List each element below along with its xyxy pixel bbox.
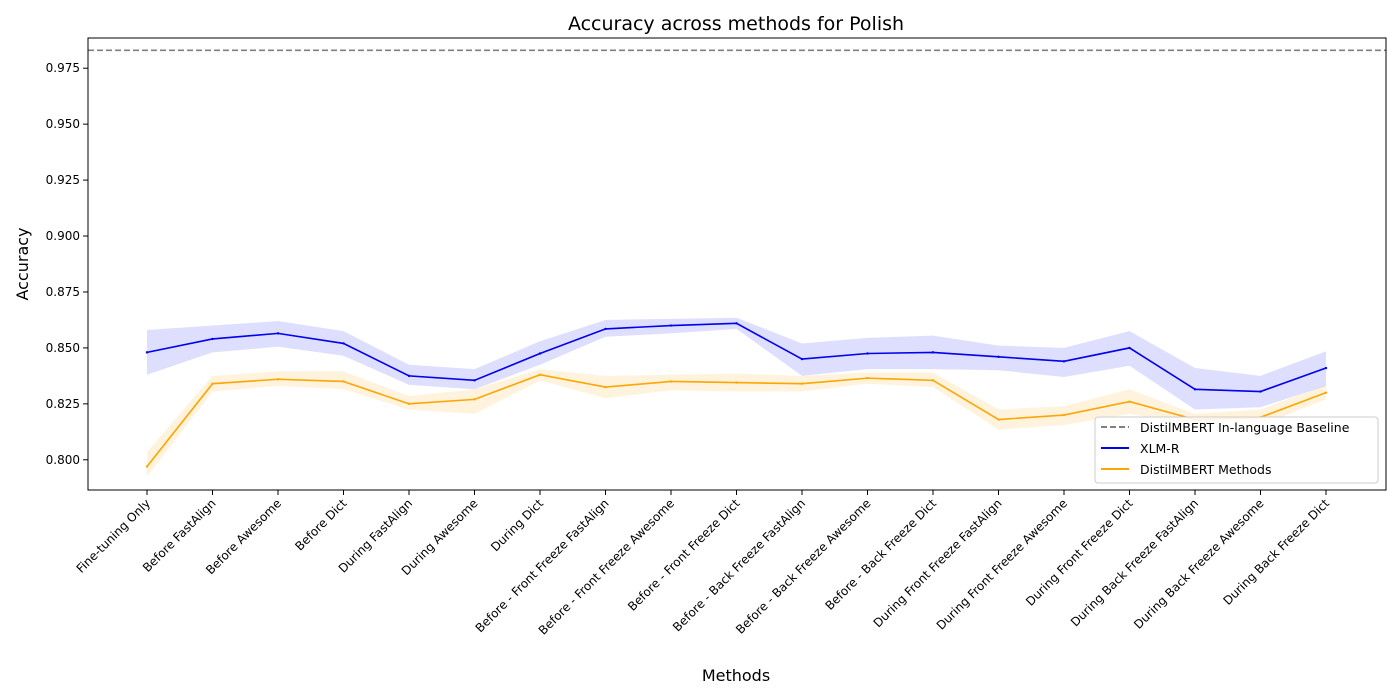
point-xlm-r: [997, 355, 1000, 359]
point-distilmbert-methods: [997, 418, 1000, 421]
y-axis-label: Accuracy: [13, 227, 32, 300]
point-distilmbert-methods: [1062, 413, 1066, 417]
point-distilmbert-methods: [145, 465, 149, 468]
point-xlm-r: [604, 327, 607, 331]
point-xlm-r: [800, 357, 804, 361]
y-tick-label: 0.900: [46, 229, 80, 243]
point-distilmbert-methods: [1128, 400, 1131, 403]
point-xlm-r: [866, 352, 869, 355]
point-distilmbert-methods: [211, 382, 214, 385]
point-distilmbert-methods: [931, 379, 935, 382]
point-distilmbert-methods: [342, 380, 345, 383]
band-xlm-r: [147, 317, 1326, 410]
y-tick-label: 0.925: [46, 173, 80, 187]
point-xlm-r: [669, 324, 673, 327]
point-xlm-r: [931, 351, 935, 354]
point-distilmbert-methods: [473, 398, 476, 401]
legend-box: [1094, 416, 1379, 484]
legend-label-baseline: DistilMBERT In-language Baseline: [1140, 420, 1350, 435]
y-tick-label: 0.850: [46, 341, 80, 355]
y-tick-label: 0.975: [46, 61, 80, 75]
plot-area: [88, 49, 1386, 477]
chart-title: Accuracy across methods for Polish: [568, 13, 904, 35]
y-tick-label: 0.800: [46, 453, 80, 467]
point-xlm-r: [1128, 346, 1131, 350]
y-tick-label: 0.950: [46, 117, 80, 131]
point-distilmbert-methods: [669, 380, 673, 383]
point-xlm-r: [407, 374, 411, 378]
point-distilmbert-methods: [538, 373, 542, 376]
y-tick-label: 0.875: [46, 285, 80, 299]
point-xlm-r: [735, 322, 738, 325]
legend-label-xlm-r: XLM-R: [1140, 441, 1180, 456]
y-tick-label: 0.825: [46, 397, 80, 411]
point-distilmbert-methods: [604, 385, 607, 389]
legend-label-distilmbert: DistilMBERT Methods: [1140, 462, 1272, 477]
point-distilmbert-methods: [800, 382, 804, 385]
point-distilmbert-methods: [1324, 391, 1328, 394]
point-xlm-r: [1324, 366, 1328, 370]
point-distilmbert-methods: [735, 381, 738, 384]
point-xlm-r: [538, 352, 542, 355]
point-xlm-r: [145, 351, 149, 354]
point-xlm-r: [342, 342, 345, 345]
point-distilmbert-methods: [866, 376, 869, 380]
y-axis: 0.800 0.825 0.850 0.875 0.900 0.925 0.950 0.975: [46, 61, 88, 467]
point-xlm-r: [276, 332, 280, 335]
point-xlm-r: [1259, 390, 1262, 393]
point-xlm-r: [473, 379, 476, 382]
point-xlm-r: [1062, 360, 1066, 363]
point-xlm-r: [211, 337, 214, 341]
point-distilmbert-methods: [407, 402, 411, 406]
point-distilmbert-methods: [276, 378, 280, 381]
point-xlm-r: [1193, 388, 1197, 391]
band-distilmbert-methods: [147, 369, 1326, 477]
x-axis-label: Methods: [702, 666, 770, 685]
legend: DistilMBERT In-language Baseline XLM-R D…: [1094, 416, 1379, 484]
